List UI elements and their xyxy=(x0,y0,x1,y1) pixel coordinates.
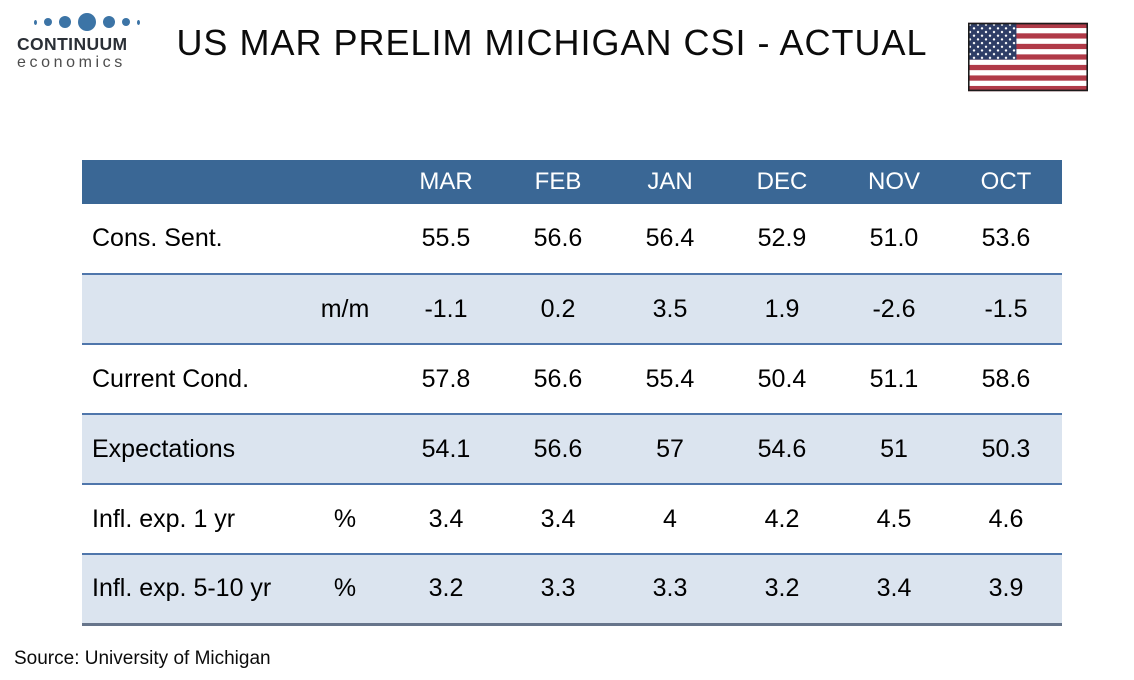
cell-value: 4 xyxy=(614,484,726,555)
row-unit xyxy=(300,344,390,415)
column-header-feb: FEB xyxy=(502,160,614,204)
row-unit: m/m xyxy=(300,274,390,345)
row-unit: % xyxy=(300,554,390,626)
table-row-infl-exp-5-10yr: Infl. exp. 5-10 yr % 3.2 3.3 3.3 3.2 3.4… xyxy=(82,554,1062,626)
row-label: Expectations xyxy=(82,414,300,485)
cell-value: 3.2 xyxy=(726,554,838,626)
cell-value: 4.6 xyxy=(950,484,1062,555)
row-unit xyxy=(300,414,390,485)
cell-value: 54.1 xyxy=(390,414,502,485)
cell-value: 53.6 xyxy=(950,204,1062,275)
cell-value: 57.8 xyxy=(390,344,502,415)
csi-data-table: MAR FEB JAN DEC NOV OCT Cons. Sent. 55.5… xyxy=(82,160,1062,626)
cell-value: 3.4 xyxy=(502,484,614,555)
cell-value: 56.6 xyxy=(502,344,614,415)
column-header-jan: JAN xyxy=(614,160,726,204)
row-label: Cons. Sent. xyxy=(82,204,300,275)
cell-value: 50.4 xyxy=(726,344,838,415)
cell-value: -1.5 xyxy=(950,274,1062,345)
continuum-economics-logo: CONTINUUM economics xyxy=(17,12,157,73)
cell-value: 3.4 xyxy=(390,484,502,555)
row-unit xyxy=(300,204,390,275)
row-label: Current Cond. xyxy=(82,344,300,415)
cell-value: 3.3 xyxy=(502,554,614,626)
cell-value: 51 xyxy=(838,414,950,485)
logo-dots-icon xyxy=(17,12,157,32)
table-header-row: MAR FEB JAN DEC NOV OCT xyxy=(82,160,1062,204)
cell-value: 51.1 xyxy=(838,344,950,415)
cell-value: 3.2 xyxy=(390,554,502,626)
cell-value: 55.4 xyxy=(614,344,726,415)
row-label: Infl. exp. 5-10 yr xyxy=(82,554,300,626)
cell-value: 4.5 xyxy=(838,484,950,555)
cell-value: 50.3 xyxy=(950,414,1062,485)
cell-value: 58.6 xyxy=(950,344,1062,415)
cell-value: 54.6 xyxy=(726,414,838,485)
table-row-expectations: Expectations 54.1 56.6 57 54.6 51 50.3 xyxy=(82,414,1062,485)
cell-value: 3.9 xyxy=(950,554,1062,626)
page-title: US MAR PRELIM MICHIGAN CSI - ACTUAL xyxy=(176,22,928,63)
cell-value: 0.2 xyxy=(502,274,614,345)
header-spacer xyxy=(300,160,390,204)
table-row-cons-sent-mm: m/m -1.1 0.2 3.5 1.9 -2.6 -1.5 xyxy=(82,274,1062,345)
cell-value: 3.4 xyxy=(838,554,950,626)
cell-value: 56.6 xyxy=(502,414,614,485)
cell-value: 4.2 xyxy=(726,484,838,555)
column-header-dec: DEC xyxy=(726,160,838,204)
cell-value: 57 xyxy=(614,414,726,485)
logo-name: CONTINUUM xyxy=(17,34,128,54)
cell-value: 56.6 xyxy=(502,204,614,275)
table-row-cons-sent: Cons. Sent. 55.5 56.6 56.4 52.9 51.0 53.… xyxy=(82,204,1062,275)
cell-value: 3.3 xyxy=(614,554,726,626)
column-header-mar: MAR xyxy=(390,160,502,204)
cell-value: 51.0 xyxy=(838,204,950,275)
table-row-infl-exp-1yr: Infl. exp. 1 yr % 3.4 3.4 4 4.2 4.5 4.6 xyxy=(82,484,1062,555)
cell-value: 1.9 xyxy=(726,274,838,345)
cell-value: -2.6 xyxy=(838,274,950,345)
logo-subtitle: economics xyxy=(17,54,126,72)
cell-value: 56.4 xyxy=(614,204,726,275)
cell-value: -1.1 xyxy=(390,274,502,345)
table-row-current-cond: Current Cond. 57.8 56.6 55.4 50.4 51.1 5… xyxy=(82,344,1062,415)
cell-value: 55.5 xyxy=(390,204,502,275)
header-spacer xyxy=(82,160,300,204)
cell-value: 52.9 xyxy=(726,204,838,275)
row-unit: % xyxy=(300,484,390,555)
us-flag-icon xyxy=(968,22,1088,92)
column-header-nov: NOV xyxy=(838,160,950,204)
column-header-oct: OCT xyxy=(950,160,1062,204)
row-label xyxy=(82,274,300,345)
row-label: Infl. exp. 1 yr xyxy=(82,484,300,555)
source-note: Source: University of Michigan xyxy=(14,648,271,669)
cell-value: 3.5 xyxy=(614,274,726,345)
